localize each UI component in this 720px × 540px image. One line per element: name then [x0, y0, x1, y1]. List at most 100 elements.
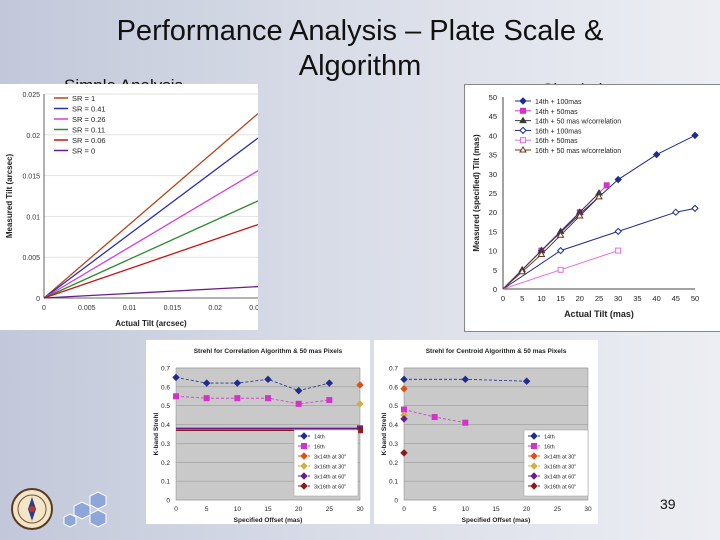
y-tick-label: 20 — [489, 208, 497, 217]
legend-marker — [519, 97, 527, 105]
x-tick-label: 0 — [42, 305, 46, 312]
legend-label: SR = 0.26 — [72, 115, 106, 124]
legend-marker — [300, 432, 308, 440]
simple-analysis-panel: 0 0.005 0.01 0.015 0.02 0.025 0 0.005 0.01 0.015 0… — [0, 84, 267, 330]
chart-title: Strehl for Correlation Algorithm & 50 ma… — [194, 348, 343, 355]
x-tick-label: 0 — [174, 506, 178, 513]
x-tick-label: 15 — [264, 506, 272, 513]
y-tick-label: 45 — [489, 112, 497, 121]
x-tick-label: 25 — [595, 294, 603, 303]
series-line — [43, 285, 259, 299]
data-point — [172, 373, 180, 382]
legend-label: SR = 1 — [72, 94, 95, 103]
data-point — [691, 131, 699, 140]
simulation-chart: 0 5 10 15 20 25 30 35 40 45 50 0 5 10 15 20 25 30 35 40 45 50… — [472, 93, 699, 319]
legend-label: 14th — [314, 435, 325, 441]
data-point — [652, 150, 661, 159]
data-point — [615, 247, 622, 254]
data-point — [234, 395, 241, 402]
x-tick-label: 40 — [652, 294, 660, 303]
x-tick-label: 5 — [205, 506, 209, 513]
data-point — [203, 395, 210, 402]
y-tick-label: 0.7 — [389, 366, 398, 373]
x-tick-label: 15 — [492, 506, 500, 513]
legend-marker — [519, 126, 527, 135]
legend-marker — [520, 137, 526, 144]
strehl-centroid-chart: Strehl for Centroid Algorithm & 50 mas P… — [381, 348, 592, 524]
y-tick-label: 0.02 — [26, 133, 40, 140]
series-line — [502, 196, 600, 290]
data-point — [357, 427, 363, 434]
y-tick-label: 0 — [493, 285, 497, 294]
data-point — [294, 386, 303, 395]
y-tick-label: 0 — [394, 498, 398, 505]
legend-label: 16th + 100mas — [535, 128, 582, 135]
y-tick-label: 0.5 — [161, 403, 170, 410]
y-axis-label: Measured (specified) Tilt (mas) — [472, 134, 481, 252]
legend-marker — [300, 452, 308, 460]
legend-label: 3x16th at 30" — [544, 465, 576, 471]
data-point — [614, 175, 622, 184]
y-tick-label: 0.6 — [389, 384, 398, 391]
segmented-mirror-logo — [63, 491, 107, 528]
x-tick-label: 20 — [295, 506, 303, 513]
x-tick-label: 30 — [356, 506, 364, 513]
x-tick-label: 10 — [537, 294, 545, 303]
legend-marker — [530, 432, 538, 440]
legend-marker — [531, 443, 537, 449]
y-tick-label: 10 — [489, 247, 497, 256]
data-point — [537, 250, 546, 257]
legend-label: SR = 0.06 — [72, 136, 106, 145]
x-tick-label: 25 — [326, 506, 334, 513]
y-tick-label: 0.025 — [22, 92, 40, 99]
data-point — [233, 379, 242, 387]
y-tick-label: 30 — [489, 170, 497, 179]
legend-label: 3x14th at 30" — [314, 455, 346, 461]
data-point — [400, 385, 408, 393]
y-tick-label: 0 — [166, 498, 170, 505]
x-tick-label: 10 — [234, 506, 242, 513]
y-tick-label: 0 — [36, 296, 40, 303]
legend-label: 3x14th at 60" — [314, 475, 346, 481]
y-tick-label: 0.01 — [26, 214, 40, 221]
data-point — [264, 375, 272, 384]
x-tick-label: 30 — [584, 506, 592, 513]
x-tick-label: 0 — [501, 294, 505, 303]
legend-label: 3x16th at 60" — [544, 485, 576, 491]
data-point — [603, 182, 610, 189]
data-point — [265, 395, 271, 402]
simple-analysis-chart: 0 0.005 0.01 0.015 0.02 0.025 0 0.005 0.01 0.015 0… — [5, 92, 267, 328]
data-point — [691, 204, 699, 213]
x-tick-label: 5 — [520, 294, 524, 303]
legend-label: 3x16th at 30" — [314, 465, 346, 471]
legend-label: SR = 0.11 — [72, 126, 105, 135]
strehl-centroid-panel: Strehl for Centroid Algorithm & 50 mas P… — [374, 340, 598, 524]
data-point — [672, 208, 680, 216]
data-point — [326, 397, 333, 404]
data-point — [595, 192, 603, 200]
slide-title: Performance Analysis – Plate Scale & Alg… — [116, 15, 604, 82]
y-tick-label: 0.2 — [161, 460, 170, 467]
x-tick-label: 5 — [433, 506, 437, 513]
y-tick-label: 0.3 — [389, 441, 398, 448]
strehl-correlation-panel: Strehl for Correlation Algorithm & 50 ma… — [146, 340, 370, 524]
data-point — [522, 377, 531, 385]
x-tick-label: 10 — [462, 506, 470, 513]
legend-label: 14th — [544, 435, 555, 441]
legend-label: SR = 0.41 — [72, 105, 106, 114]
legend-marker — [530, 462, 538, 470]
y-axis-label: K-band Strehl — [381, 413, 388, 456]
x-tick-label: 45 — [672, 294, 680, 303]
x-tick-label: 20 — [523, 506, 531, 513]
legend-label: 16th + 50 mas w/correlation — [535, 148, 621, 155]
legend-marker — [300, 462, 308, 470]
data-point — [462, 419, 469, 426]
y-tick-label: 0.3 — [161, 441, 170, 448]
legend-marker — [530, 482, 538, 490]
simulation-panel: 0 5 10 15 20 25 30 35 40 45 50 0 5 10 15 20 25 30 35 40 45 50… — [464, 84, 720, 332]
y-axis-label: K-band Strehl — [153, 413, 160, 456]
y-axis-label: Measured Tilt (arcsec) — [5, 154, 14, 239]
legend-marker — [519, 116, 527, 124]
legend-label: 3x14th at 30" — [544, 455, 576, 461]
data-point — [614, 227, 622, 236]
